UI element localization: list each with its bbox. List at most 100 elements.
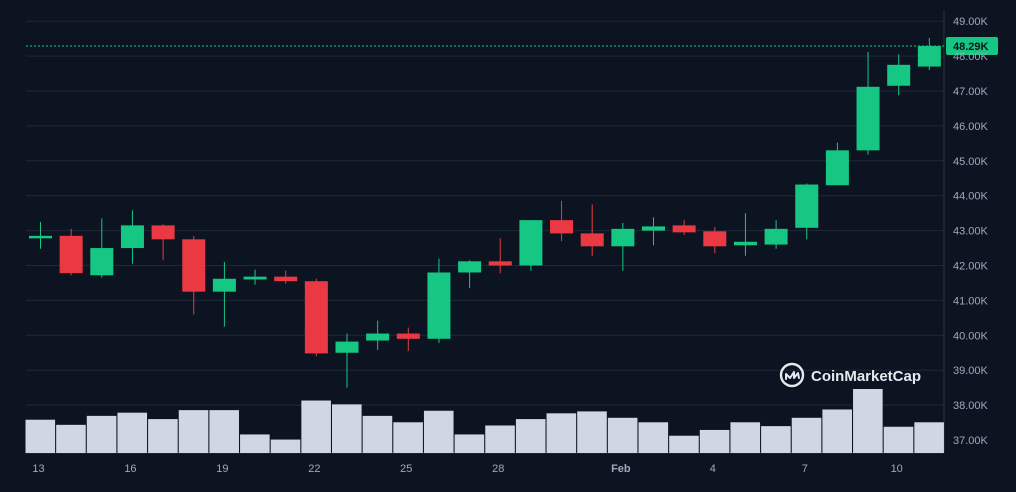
current-price-badge	[946, 36, 998, 55]
candle-body	[672, 225, 696, 233]
candle-body	[151, 225, 175, 240]
candle-body	[366, 333, 390, 341]
y-tick-label: 43.00K	[953, 226, 989, 238]
x-tick-label: 10	[891, 463, 903, 475]
candle-body	[274, 276, 298, 282]
candle-body	[488, 261, 512, 266]
volume-bar	[577, 411, 607, 453]
candle-body	[611, 228, 635, 247]
candle-down	[488, 238, 512, 274]
volume-bar	[454, 434, 485, 453]
x-axis: 13 16 19 22 25 28 Feb 4 7 10	[32, 463, 902, 475]
volume-bar	[914, 422, 944, 453]
candle-down	[550, 200, 574, 242]
candle-up	[611, 222, 635, 271]
candle-up	[825, 142, 849, 186]
volume-bar	[791, 417, 822, 453]
volume-bar	[883, 426, 914, 453]
candle-up	[917, 37, 941, 71]
watermark-text: CoinMarketCap	[811, 368, 921, 385]
volume-bar	[56, 424, 86, 453]
volume-bar	[638, 422, 669, 453]
candle-up	[427, 258, 451, 343]
volume-bar	[515, 419, 546, 453]
volume-bar	[240, 434, 270, 453]
candle-body	[550, 220, 574, 234]
candle-up	[887, 54, 911, 96]
candle-body	[764, 228, 788, 245]
candle-up	[856, 51, 880, 155]
candle-body	[642, 226, 665, 231]
y-tick-label: 47.00K	[953, 86, 989, 98]
candle-up	[519, 220, 543, 271]
volume-bar	[332, 404, 362, 453]
y-tick-label: 45.00K	[953, 156, 989, 168]
candle-body	[243, 276, 267, 280]
current-price-label: 48.29K	[953, 41, 989, 53]
candle-up	[243, 269, 267, 285]
volume-bar	[25, 419, 56, 453]
candle-down	[580, 204, 604, 256]
candle-up	[764, 220, 788, 249]
candle-body	[519, 220, 543, 266]
candle-down	[304, 278, 328, 357]
candle-up	[733, 213, 757, 256]
y-tick-label: 40.00K	[953, 330, 989, 342]
candle-up	[642, 217, 665, 246]
candle-down	[396, 327, 420, 352]
volume-bar	[423, 410, 454, 453]
volume-bar	[209, 410, 239, 453]
candle-body	[304, 281, 328, 354]
volume-bar	[546, 413, 577, 453]
candle-body	[120, 225, 144, 249]
grid-lines	[26, 10, 945, 454]
candles	[29, 37, 941, 388]
y-axis: 49.00K 48.00K 47.00K 46.00K 45.00K 44.00K 43.0…	[953, 16, 989, 447]
candle-up	[366, 320, 390, 350]
candle-up	[458, 260, 482, 289]
x-tick-label: 28	[492, 463, 504, 475]
volume-bar	[86, 415, 117, 453]
x-tick-label: 4	[710, 463, 716, 475]
volume-bar	[301, 400, 331, 453]
candle-down	[59, 228, 83, 276]
x-tick-label: 13	[32, 463, 44, 475]
candle-up	[90, 218, 114, 278]
candle-body	[182, 239, 206, 292]
candle-body	[427, 272, 451, 339]
volume-bar	[148, 419, 178, 453]
x-tick-label: Feb	[611, 463, 631, 475]
y-tick-label: 37.00K	[953, 435, 989, 447]
candle-body	[825, 150, 849, 186]
y-tick-label: 44.00K	[953, 191, 989, 203]
x-tick-label: 19	[216, 463, 228, 475]
y-tick-label: 39.00K	[953, 365, 989, 377]
x-tick-label: 16	[124, 463, 136, 475]
candle-body	[458, 261, 482, 273]
candle-body	[795, 184, 819, 228]
volume-bar	[699, 429, 730, 453]
volume-bar	[178, 410, 209, 453]
candle-body	[703, 231, 727, 247]
candle-body	[733, 241, 757, 246]
current-price-line: 48.29K	[26, 36, 998, 55]
y-tick-label: 38.00K	[953, 400, 989, 412]
watermark: CoinMarketCap	[779, 362, 921, 388]
candle-body	[887, 64, 911, 86]
candle-body	[90, 248, 114, 276]
candle-body	[212, 278, 236, 292]
y-tick-label: 42.00K	[953, 261, 989, 273]
candle-body	[856, 86, 880, 151]
candle-down	[151, 224, 175, 261]
candle-body	[335, 341, 359, 353]
candle-body	[580, 233, 604, 247]
volume-bar	[607, 417, 638, 453]
candle-body	[917, 45, 941, 67]
volume-bar	[730, 422, 761, 453]
candle-up	[795, 183, 819, 240]
candle-body	[59, 235, 83, 274]
volume-bar	[853, 389, 883, 453]
candle-down	[274, 270, 298, 284]
volume-bar	[669, 435, 699, 453]
